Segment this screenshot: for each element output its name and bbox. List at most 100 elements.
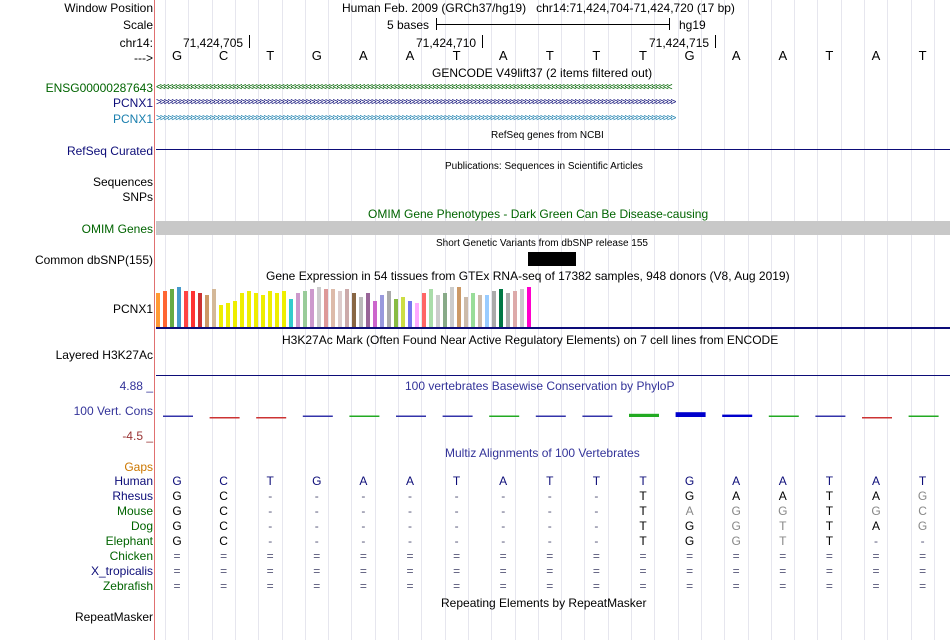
- gtex-tissue-bar[interactable]: [261, 295, 265, 327]
- gtex-tissue-bar[interactable]: [443, 293, 447, 327]
- gtex-tissue-bar[interactable]: [464, 297, 468, 327]
- multiz-species-label[interactable]: Elephant: [105, 534, 153, 548]
- gene-track-pcnx1[interactable]: >>>>>>>>>>>>>>>>>>>>>>>>>>>>>>>>>>>>>>>>…: [156, 97, 676, 108]
- gene-track-pcnx1-alt[interactable]: >>>>>>>>>>>>>>>>>>>>>>>>>>>>>>>>>>>>>>>>…: [156, 113, 676, 124]
- gtex-tissue-bar[interactable]: [457, 287, 461, 327]
- refseq-label[interactable]: RefSeq Curated: [66, 144, 153, 158]
- gtex-tissue-bar[interactable]: [359, 297, 363, 327]
- gencode-title[interactable]: GENCODE V49lift37 (2 items filtered out): [432, 66, 653, 80]
- gtex-tissue-bar[interactable]: [205, 295, 209, 327]
- grid-line: [770, 0, 772, 640]
- gtex-tissue-bar[interactable]: [422, 293, 426, 327]
- omim-title[interactable]: OMIM Gene Phenotypes - Dark Green Can Be…: [368, 207, 709, 221]
- gtex-tissue-bar[interactable]: [289, 299, 293, 327]
- repeatmasker-title[interactable]: Repeating Elements by RepeatMasker: [441, 596, 647, 610]
- multiz-species-label[interactable]: Rhesus: [112, 489, 153, 503]
- h3k27ac-label[interactable]: Layered H3K27Ac: [55, 348, 153, 362]
- gtex-tissue-bar[interactable]: [233, 301, 237, 327]
- multiz-base: =: [872, 579, 880, 593]
- gtex-tissue-bar[interactable]: [478, 295, 482, 327]
- multiz-species-label[interactable]: Chicken: [109, 549, 153, 563]
- gtex-tissue-bar[interactable]: [254, 293, 258, 327]
- gtex-tissue-bar[interactable]: [436, 295, 440, 327]
- scale-bar: [436, 24, 670, 25]
- phylop-plot[interactable]: [155, 395, 950, 435]
- gtex-tissue-bar[interactable]: [268, 291, 272, 327]
- gtex-tissue-bar[interactable]: [184, 291, 188, 327]
- multiz-species-label[interactable]: X_tropicalis: [90, 564, 153, 578]
- dbsnp-label[interactable]: Common dbSNP(155): [34, 253, 153, 267]
- multiz-title[interactable]: Multiz Alignments of 100 Vertebrates: [445, 446, 640, 460]
- dbsnp-title[interactable]: Short Genetic Variants from dbSNP releas…: [436, 238, 648, 249]
- gtex-tissue-bar[interactable]: [506, 293, 510, 327]
- gtex-tissue-bar[interactable]: [247, 291, 251, 327]
- gtex-tissue-bar[interactable]: [352, 293, 356, 327]
- gtex-tissue-bar[interactable]: [499, 289, 503, 327]
- multiz-species-label[interactable]: Mouse: [116, 504, 153, 518]
- multiz-gaps-label[interactable]: Gaps: [124, 460, 153, 474]
- refseq-track-line[interactable]: [156, 149, 950, 150]
- gtex-tissue-bar[interactable]: [212, 289, 216, 327]
- gtex-tissue-bar[interactable]: [226, 303, 230, 327]
- gtex-tissue-bar[interactable]: [275, 293, 279, 327]
- gtex-tissue-bar[interactable]: [170, 289, 174, 327]
- multiz-base: -: [361, 519, 366, 533]
- gtex-tissue-bar[interactable]: [198, 293, 202, 327]
- gtex-tissue-bar[interactable]: [401, 297, 405, 327]
- gtex-tissue-bar[interactable]: [317, 287, 321, 327]
- gene-label-pcnx1-alt[interactable]: PCNX1: [112, 112, 153, 126]
- gene-track-ensg[interactable]: <<<<<<<<<<<<<<<<<<<<<<<<<<<<<<<<<<<<<<<<…: [156, 82, 673, 93]
- publications-label-snps[interactable]: SNPs: [122, 190, 153, 204]
- multiz-species-label[interactable]: Human: [114, 474, 153, 488]
- gtex-tissue-bar[interactable]: [373, 301, 377, 327]
- gtex-tissue-bar[interactable]: [310, 289, 314, 327]
- gtex-tissue-bar[interactable]: [282, 291, 286, 327]
- gtex-tissue-bar[interactable]: [387, 291, 391, 327]
- gtex-bars[interactable]: [156, 285, 536, 327]
- phylop-label[interactable]: 100 Vert. Cons: [73, 404, 153, 418]
- gtex-tissue-bar[interactable]: [394, 299, 398, 327]
- gtex-tissue-bar[interactable]: [296, 293, 300, 327]
- gtex-label[interactable]: PCNX1: [112, 302, 153, 316]
- gtex-tissue-bar[interactable]: [366, 293, 370, 327]
- gtex-tissue-bar[interactable]: [156, 293, 160, 327]
- gtex-tissue-bar[interactable]: [520, 289, 524, 327]
- gtex-tissue-bar[interactable]: [527, 287, 531, 327]
- gtex-tissue-bar[interactable]: [513, 291, 517, 327]
- repeatmasker-label[interactable]: RepeatMasker: [74, 610, 153, 624]
- gtex-tissue-bar[interactable]: [345, 289, 349, 327]
- gtex-tissue-bar[interactable]: [450, 287, 454, 327]
- dbsnp-variant[interactable]: [528, 252, 576, 266]
- position-2: 71,424,710: [416, 36, 477, 50]
- gtex-tissue-bar[interactable]: [492, 291, 496, 327]
- multiz-species-label[interactable]: Zebrafish: [102, 579, 153, 593]
- multiz-base: =: [453, 564, 461, 578]
- gtex-title[interactable]: Gene Expression in 54 tissues from GTEx …: [266, 269, 790, 283]
- gene-label-ensg[interactable]: ENSG00000287643: [45, 81, 153, 95]
- gtex-tissue-bar[interactable]: [191, 291, 195, 327]
- gtex-tissue-bar[interactable]: [415, 303, 419, 327]
- gene-label-pcnx1[interactable]: PCNX1: [112, 96, 153, 110]
- gtex-tissue-bar[interactable]: [163, 291, 167, 327]
- multiz-base: T: [779, 534, 787, 548]
- omim-track-bar[interactable]: [156, 221, 950, 235]
- gtex-tissue-bar[interactable]: [303, 291, 307, 327]
- gtex-tissue-bar[interactable]: [331, 289, 335, 327]
- h3k27ac-title[interactable]: H3K27Ac Mark (Often Found Near Active Re…: [282, 333, 779, 347]
- publications-title[interactable]: Publications: Sequences in Scientific Ar…: [445, 161, 643, 172]
- gtex-tissue-bar[interactable]: [429, 289, 433, 327]
- gtex-tissue-bar[interactable]: [240, 293, 244, 327]
- omim-label[interactable]: OMIM Genes: [81, 222, 153, 236]
- refseq-title[interactable]: RefSeq genes from NCBI: [491, 130, 604, 141]
- gtex-tissue-bar[interactable]: [177, 287, 181, 327]
- gtex-tissue-bar[interactable]: [324, 289, 328, 327]
- publications-label-sequences[interactable]: Sequences: [92, 175, 153, 189]
- gtex-tissue-bar[interactable]: [338, 291, 342, 327]
- gtex-tissue-bar[interactable]: [471, 293, 475, 327]
- gtex-tissue-bar[interactable]: [380, 295, 384, 327]
- gtex-tissue-bar[interactable]: [485, 295, 489, 327]
- gtex-tissue-bar[interactable]: [408, 301, 412, 327]
- multiz-species-label[interactable]: Dog: [130, 519, 153, 533]
- gtex-tissue-bar[interactable]: [219, 305, 223, 327]
- phylop-title[interactable]: 100 vertebrates Basewise Conservation by…: [405, 379, 675, 393]
